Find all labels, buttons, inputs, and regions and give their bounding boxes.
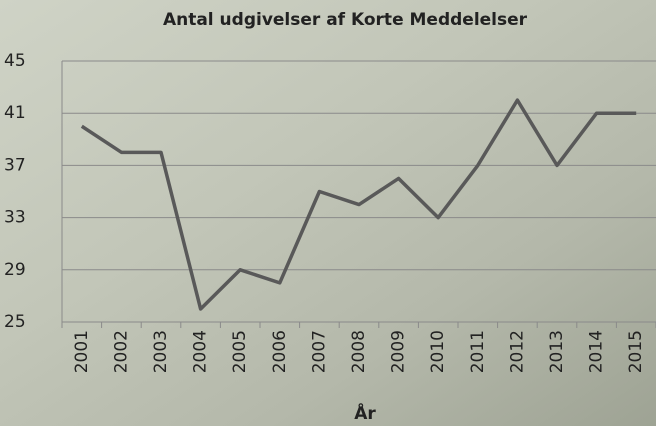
x-tick-label: 2007	[309, 330, 329, 373]
x-tick-label: 2003	[151, 330, 171, 373]
chart: Antal udgivelser af Korte Meddelelser År…	[0, 0, 656, 426]
y-tick-label: 33	[4, 208, 26, 228]
x-tick-label: 2004	[191, 330, 211, 373]
x-tick-label: 2014	[587, 330, 607, 373]
x-axis-label: År	[354, 401, 376, 424]
y-tick-label: 29	[4, 260, 26, 280]
x-tick-label: 2015	[626, 330, 646, 373]
x-tick-label: 2013	[547, 330, 567, 373]
x-tick-label: 2001	[72, 330, 92, 373]
chart-title: Antal udgivelser af Korte Meddelelser	[163, 10, 528, 30]
x-tick-label: 2006	[270, 330, 290, 373]
x-tick-label: 2002	[111, 330, 131, 373]
x-tick-label: 2009	[389, 330, 409, 373]
y-tick-label: 37	[4, 155, 26, 175]
y-tick-label: 25	[4, 312, 26, 332]
x-tick-label: 2005	[230, 330, 250, 373]
y-tick-label: 45	[4, 51, 26, 71]
x-tick-label: 2011	[468, 330, 488, 373]
page: {"chart_data": {"type": "line", "title":…	[0, 0, 656, 426]
y-tick-label: 41	[4, 103, 26, 123]
x-tick-label: 2012	[507, 330, 527, 373]
x-tick-label: 2008	[349, 330, 369, 373]
x-tick-label: 2010	[428, 330, 448, 373]
